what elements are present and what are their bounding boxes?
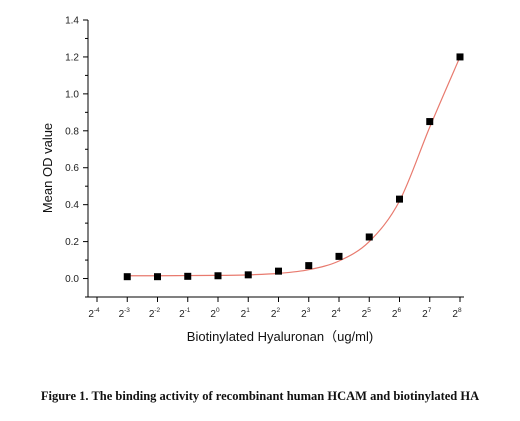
x-tick-exponent: -2: [154, 307, 160, 314]
x-tick-exponent: 1: [246, 307, 250, 314]
chart: 0.00.20.40.60.81.01.21.4 2-4 2-3 2-2 2-1 20 2…: [40, 16, 464, 344]
x-tick-label: 21: [241, 307, 251, 320]
data-point: [275, 267, 282, 275]
x-tick-label: 20: [210, 307, 220, 320]
x-tick-base: 2: [271, 309, 277, 320]
x-tick-label: 24: [331, 307, 341, 320]
x-tick-exponent: 3: [307, 307, 311, 314]
figure-caption: Figure 1. The binding activity of recomb…: [40, 389, 480, 403]
x-tick-base: 2: [241, 309, 247, 320]
x-tick-base: 2: [301, 309, 307, 320]
x-tick-exponent: 2: [276, 307, 280, 314]
data-point: [154, 273, 161, 281]
x-tick-exponent: 5: [367, 307, 371, 314]
data-point: [456, 53, 464, 61]
x-tick-base: 2: [392, 309, 398, 320]
x-tick-label: 27: [422, 307, 432, 320]
x-tick-label: 2-3: [119, 307, 131, 320]
x-tick-base: 2: [179, 309, 185, 320]
y-tick-label: 1.4: [65, 16, 79, 27]
x-tick-exponent: -4: [94, 307, 100, 314]
data-point: [426, 118, 434, 126]
x-tick-base: 2: [119, 309, 125, 320]
y-tick-label: 0.0: [65, 274, 79, 285]
x-axis-ticks: 2-4 2-3 2-2 2-1 20 21 22 23 24 25 26 27 28: [88, 297, 462, 320]
x-tick-label: 22: [271, 307, 281, 320]
x-tick-exponent: 4: [337, 307, 341, 314]
y-axis-ticks: 0.0 0.2 0.4 0.6 0.8 1.0 1.2 1.4: [65, 16, 88, 298]
fit-curve: [127, 56, 461, 277]
y-tick-label: 0.6: [65, 163, 79, 174]
data-point: [184, 272, 192, 280]
x-tick-base: 2: [88, 309, 94, 320]
data-point: [305, 262, 313, 270]
x-tick-base: 2: [422, 309, 428, 320]
x-tick-exponent: -1: [185, 307, 191, 314]
x-tick-label: 28: [452, 307, 462, 320]
x-tick-label: 23: [301, 307, 311, 320]
y-tick-label: 1.2: [65, 52, 79, 63]
x-tick-exponent: -3: [124, 307, 130, 314]
data-point: [123, 273, 131, 281]
data-point: [335, 252, 343, 260]
y-tick-label: 0.2: [65, 237, 79, 248]
x-tick-base: 2: [362, 309, 368, 320]
x-tick-label: 26: [392, 307, 402, 320]
data-point: [214, 272, 222, 280]
data-points: [123, 53, 464, 281]
x-tick-label: 25: [362, 307, 372, 320]
x-tick-exponent: 7: [428, 307, 432, 314]
x-tick-label: 2-1: [179, 307, 191, 320]
data-point: [396, 195, 403, 203]
x-tick-exponent: 8: [458, 307, 462, 314]
x-tick-base: 2: [331, 309, 337, 320]
x-tick-base: 2: [452, 309, 458, 320]
axes: [87, 20, 464, 298]
x-axis-title: Biotinylated Hyaluronan（ug/ml): [187, 329, 373, 344]
data-point: [244, 271, 252, 279]
x-tick-exponent: 6: [397, 307, 401, 314]
y-tick-label: 1.0: [65, 89, 79, 100]
y-tick-label: 0.8: [65, 126, 79, 137]
x-tick-base: 2: [210, 309, 216, 320]
y-tick-label: 0.4: [65, 200, 79, 211]
x-tick-base: 2: [149, 309, 155, 320]
x-tick-exponent: 0: [216, 307, 220, 314]
x-tick-label: 2-4: [88, 307, 100, 320]
y-axis-title: Mean OD value: [40, 123, 55, 213]
data-point: [365, 233, 373, 241]
x-tick-label: 2-2: [149, 307, 161, 320]
